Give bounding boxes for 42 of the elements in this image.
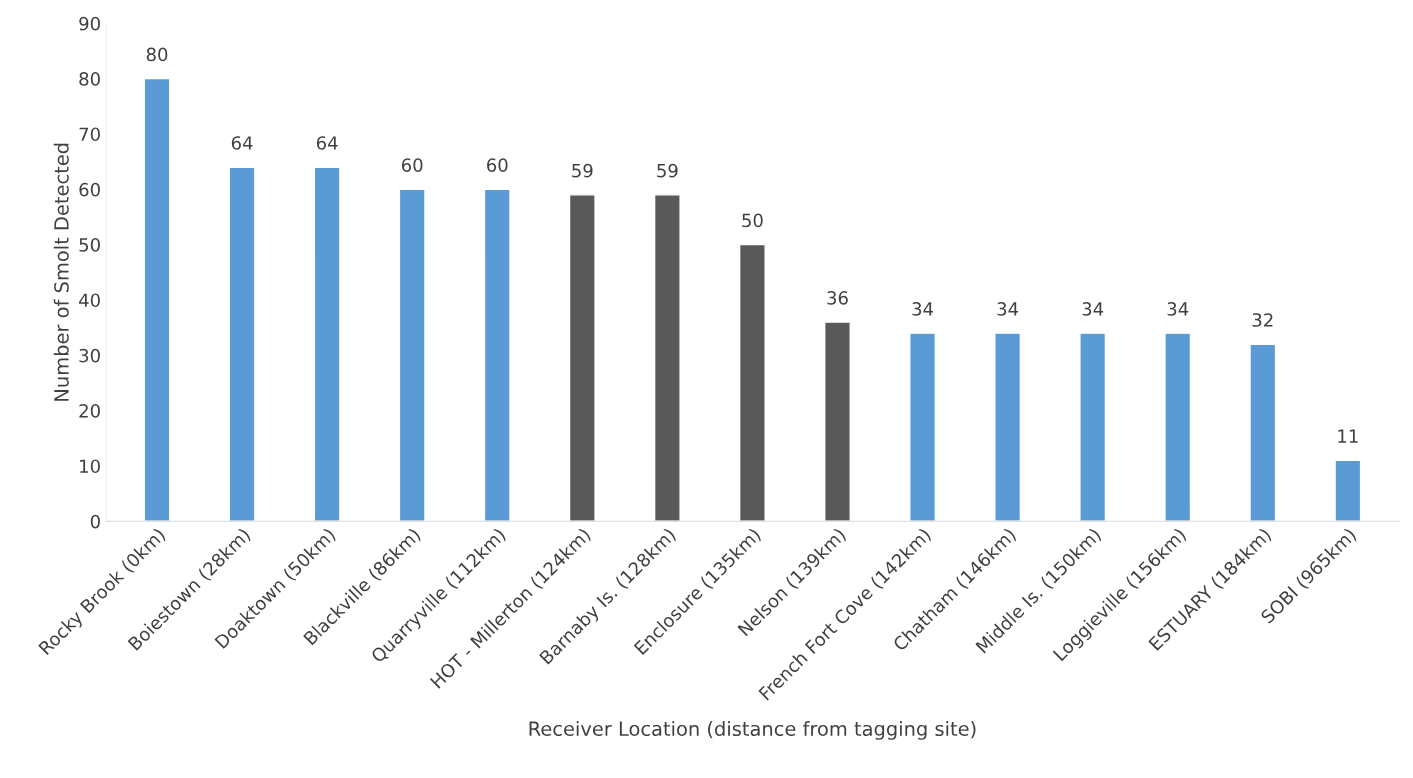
bar (653, 194, 681, 522)
bar (143, 77, 171, 522)
data-label: 59 (572, 163, 593, 178)
bar (313, 166, 341, 522)
y-tick-label: 20 (79, 404, 100, 418)
y-axis-title: Number of Smolt Detected (53, 143, 69, 401)
data-label: 80 (146, 47, 168, 62)
y-tick-label: 60 (79, 182, 100, 197)
y-tick-label: 30 (79, 348, 100, 363)
y-tick-label: 80 (79, 72, 100, 86)
y-tick-label: 50 (79, 238, 100, 252)
y-tick-label: 70 (79, 127, 100, 142)
bar (1164, 332, 1192, 522)
data-label: 60 (401, 158, 423, 172)
bar (738, 243, 766, 522)
bar (1079, 332, 1107, 522)
data-label: 11 (1338, 429, 1358, 443)
bar (568, 194, 596, 522)
y-tick-label: 90 (79, 16, 100, 31)
y-tick-label: 0 (90, 514, 100, 529)
data-label: 50 (742, 213, 763, 228)
data-label: 32 (1252, 313, 1273, 327)
data-label: 60 (487, 158, 508, 172)
x-axis-title: Receiver Location (distance from tagging site) (529, 721, 976, 740)
bar (483, 188, 511, 522)
data-label: 34 (1082, 302, 1104, 316)
y-tick-label: 40 (79, 293, 100, 308)
data-label: 36 (827, 291, 848, 305)
y-tick-label: 10 (80, 459, 100, 474)
bar (994, 332, 1022, 522)
data-label: 34 (912, 302, 934, 316)
bar (1249, 343, 1277, 522)
data-label: 64 (316, 136, 338, 150)
bar (1334, 459, 1362, 522)
data-label: 64 (231, 136, 253, 150)
data-label: 59 (657, 163, 678, 178)
bar (909, 332, 936, 522)
data-label: 34 (1167, 302, 1189, 316)
bar (228, 166, 256, 522)
data-label: 34 (997, 302, 1019, 316)
bar (398, 188, 426, 522)
bar (824, 321, 851, 522)
